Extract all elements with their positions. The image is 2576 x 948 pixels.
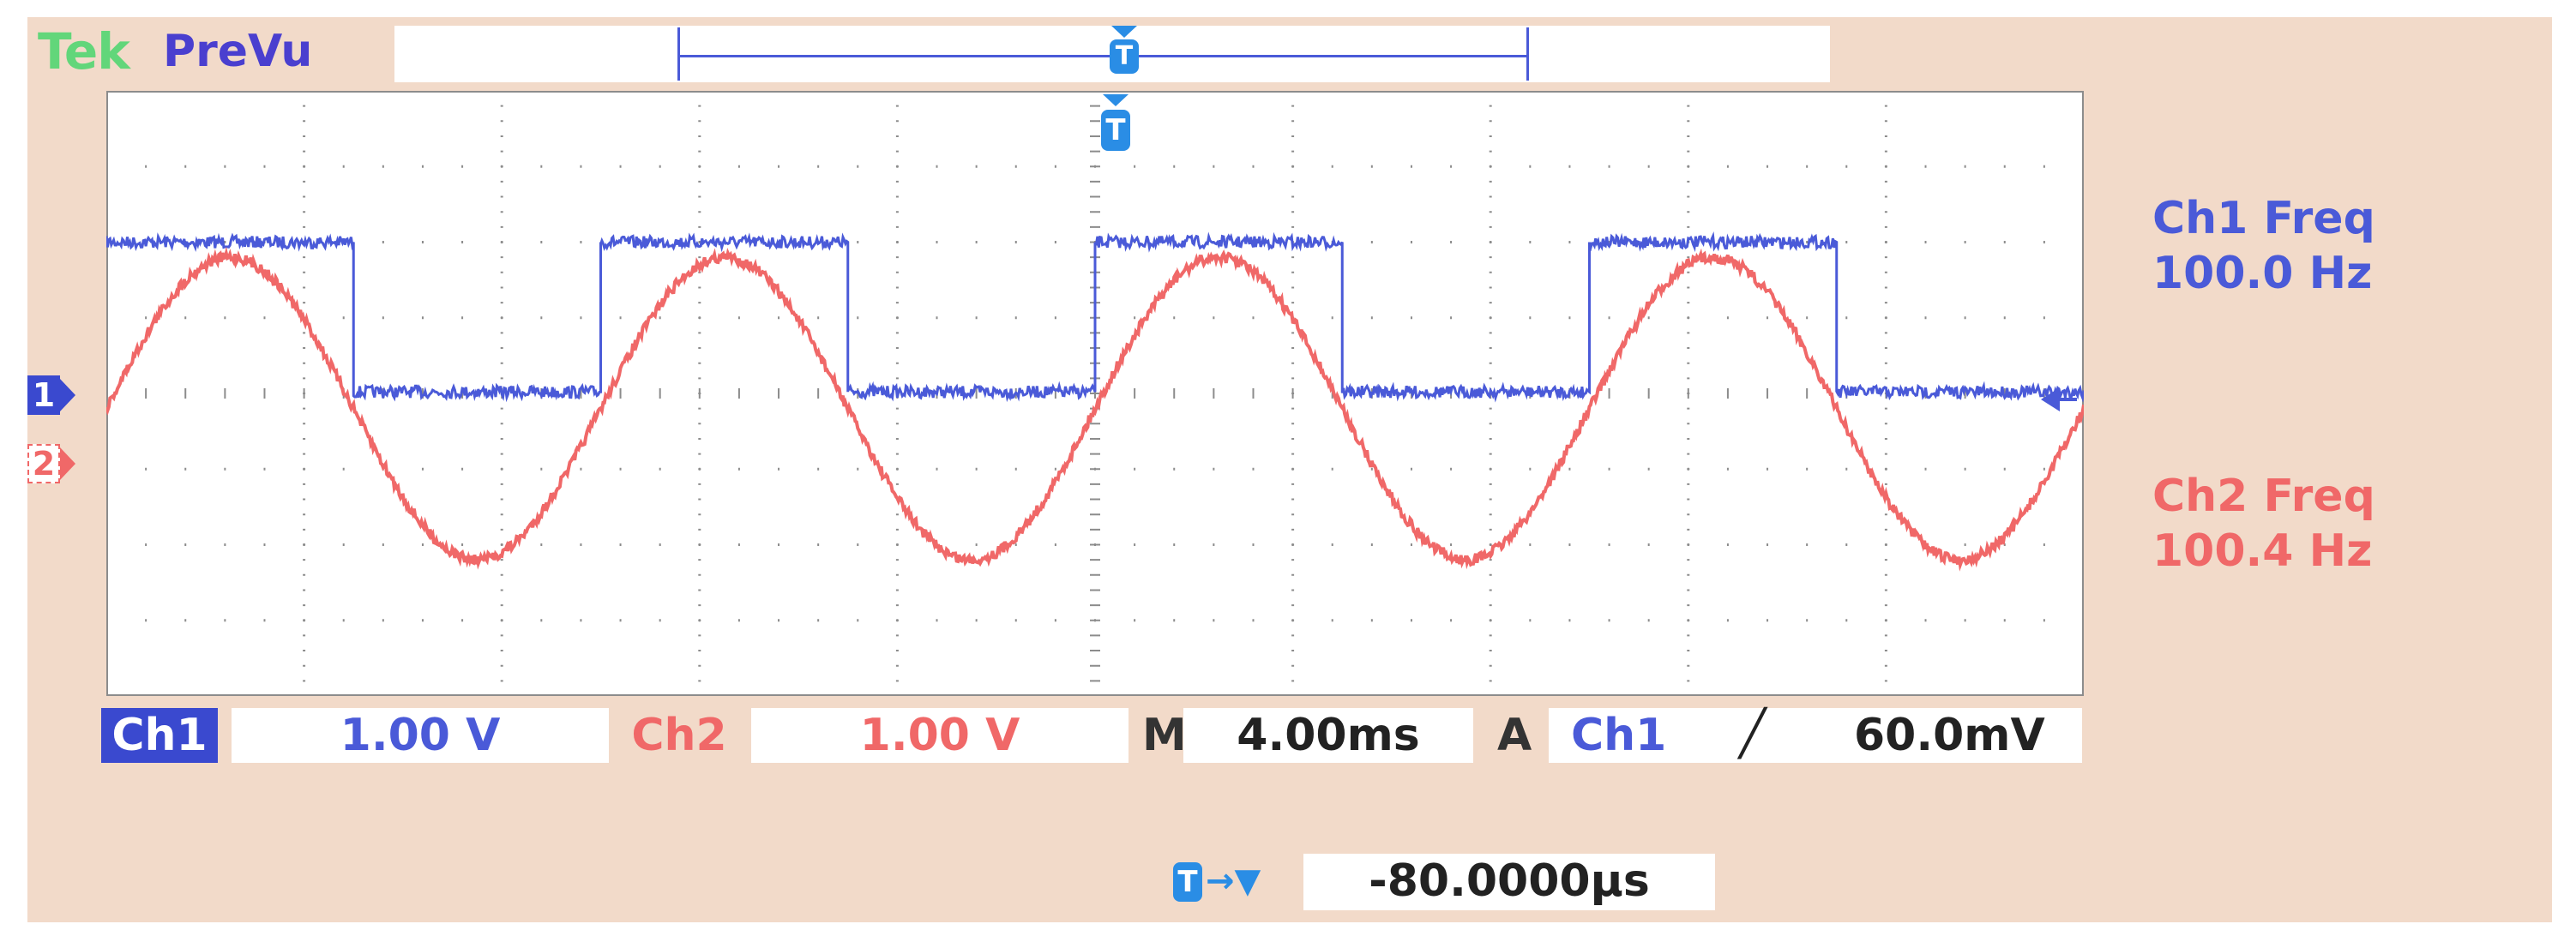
ch1-freq-label: Ch1 Freq <box>2152 193 2375 244</box>
ch1-ground-marker[interactable]: 1 <box>27 375 60 415</box>
rising-edge-icon: ╱ <box>1739 708 1766 759</box>
mode-label: PreVu <box>163 26 313 77</box>
brand-label: Tek <box>38 22 130 81</box>
trigger-source: Ch1 <box>1571 710 1667 761</box>
oscilloscope-display: Tek PreVu T T Ch1 Freq 100.0 Hz Ch2 Freq… <box>27 17 2552 922</box>
acquisition-label: A <box>1497 710 1532 761</box>
ch2-label[interactable]: Ch2 <box>631 710 727 761</box>
waveform-plot <box>106 91 2084 696</box>
timebase-label: M <box>1142 710 1187 761</box>
trigger-position-marker: T <box>1101 110 1130 151</box>
trigger-position-icon: T <box>1173 862 1202 902</box>
graticule <box>106 91 2084 696</box>
ch2-freq-label: Ch2 Freq <box>2152 471 2375 522</box>
ch1-square-trace <box>106 231 2084 403</box>
ch2-ground-marker[interactable]: 2 <box>27 444 60 483</box>
timebase-scale: 4.00ms <box>1183 708 1473 763</box>
record-window-line <box>679 55 1528 57</box>
record-trigger-marker: T <box>1110 39 1139 74</box>
ch2-scale: 1.00 V <box>751 708 1129 763</box>
trigger-level-arrow-icon <box>2041 387 2060 411</box>
ch2-sine-trace <box>106 246 2084 572</box>
record-trigger-arrow-icon <box>1111 26 1137 38</box>
record-window-right-bracket <box>1526 27 1529 81</box>
trigger-position-value: -80.0000µs <box>1303 854 1715 910</box>
trigger-level-arrow-stem <box>2058 398 2077 401</box>
ch2-freq-value: 100.4 Hz <box>2152 525 2373 577</box>
ch2-marker-arrow-icon <box>60 447 75 480</box>
trigger-position-arrow: →▼ <box>1206 861 1261 901</box>
trigger-readout-box <box>1549 708 2082 763</box>
ch1-marker-arrow-icon <box>60 379 75 411</box>
ch1-scale: 1.00 V <box>232 708 609 763</box>
trigger-level: 60.0mV <box>1854 710 2045 761</box>
ch1-freq-value: 100.0 Hz <box>2152 248 2373 299</box>
trigger-position-arrow-icon <box>1103 94 1129 106</box>
ch1-label[interactable]: Ch1 <box>101 708 218 763</box>
record-window-left-bracket <box>677 27 680 81</box>
